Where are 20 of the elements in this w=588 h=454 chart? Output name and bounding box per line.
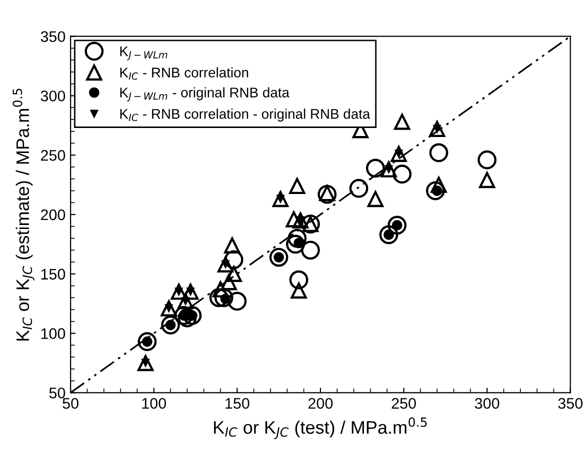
- y-tick-label: 300: [40, 90, 66, 102]
- y-tick-label: 350: [40, 31, 66, 42]
- x-tick-label: 250: [392, 398, 416, 409]
- legend-label: K$_{IC}$ - RNB correlation: [120, 67, 248, 80]
- y-tick-label: 50: [49, 388, 66, 398]
- x-tick-label: 200: [308, 398, 333, 409]
- x-tick-label: 100: [142, 398, 166, 409]
- legend-label: K$_{J−WLm}$: [120, 46, 168, 60]
- legend-label: K$_{IC}$ - RNB correlation - original RNB data: [120, 108, 370, 122]
- x-axis-title: K$_{IC}$ or K$_{JC}$ (test) / MPa.m$^{0.5}$: [214, 417, 427, 440]
- y-tick-label: 150: [41, 268, 66, 280]
- x-tick-label: 300: [474, 398, 500, 409]
- y-tick-label: 100: [41, 328, 66, 339]
- y-axis-title: K$_{IC}$ or K$_{JC}$ (estimate) / MPa.m$^{0.5}$: [12, 88, 34, 341]
- y-tick-label: 200: [40, 209, 66, 220]
- x-tick-label: 50: [62, 398, 78, 409]
- x-tick-label: 350: [558, 398, 583, 409]
- legend-label: K$_{J−WLm}$ - original RNB data: [120, 87, 290, 102]
- y-tick-label: 250: [40, 150, 66, 161]
- x-tick-label: 150: [226, 398, 250, 409]
